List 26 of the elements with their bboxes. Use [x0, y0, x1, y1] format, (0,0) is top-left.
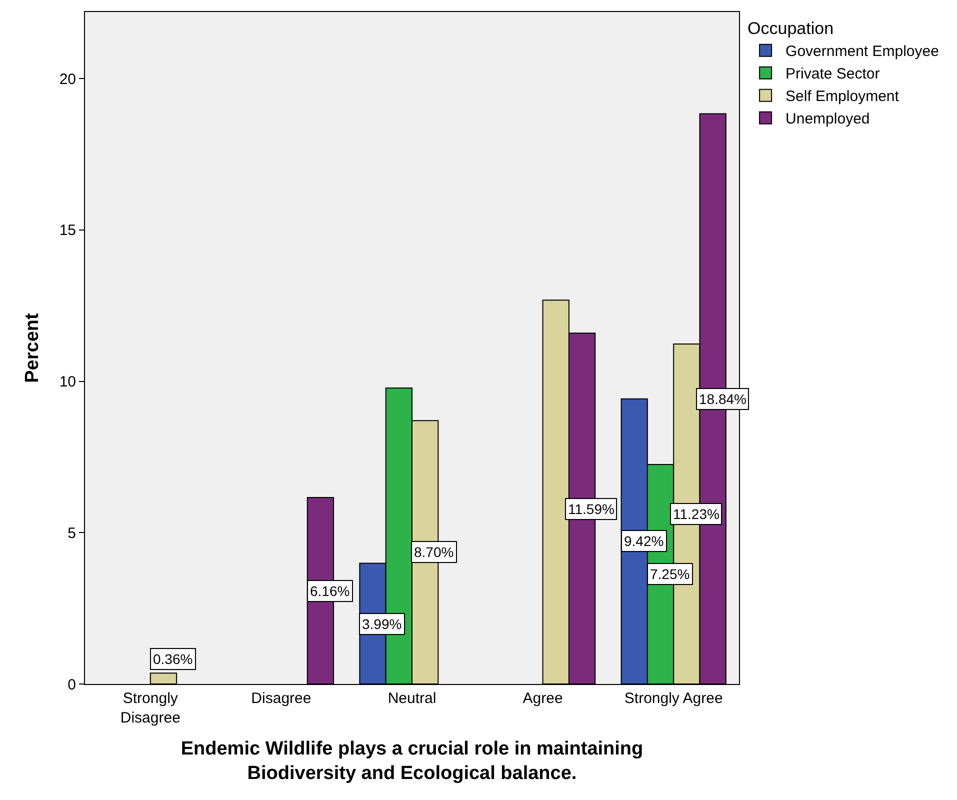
y-axis-title: Percent: [22, 312, 44, 383]
data-label: 6.16%: [310, 583, 350, 599]
data-label: 3.99%: [362, 616, 402, 632]
x-tick-label: Strongly Agree: [624, 690, 723, 707]
legend-title: Occupation: [748, 19, 834, 38]
x-tick-label: Strongly Disagree: [120, 690, 180, 726]
x-tick-label: Disagree: [251, 690, 312, 707]
x-axis-title: Endemic Wildlife plays a crucial role in maintaining Biodiversity and Ecological balance.: [180, 738, 644, 784]
data-label: 8.70%: [414, 544, 454, 560]
legend-label: Self Employment: [786, 88, 900, 106]
data-label: 7.25%: [650, 566, 690, 582]
legend-label: Private Sector: [786, 66, 880, 83]
legend-label: Government Employee: [786, 43, 939, 60]
y-tick-label: 15: [59, 222, 76, 240]
x-tick-label: Agree: [522, 690, 563, 707]
y-tick-label: 0: [68, 676, 76, 694]
data-label: 9.42%: [624, 533, 664, 549]
data-label: 11.23%: [673, 506, 720, 522]
data-label: 11.59%: [568, 501, 614, 517]
data-label: 0.36%: [153, 651, 193, 667]
y-tick-label: 5: [68, 524, 76, 542]
y-tick-label: 10: [59, 374, 76, 391]
y-tick-label: 20: [59, 70, 76, 88]
legend-label: Unemployed: [786, 110, 870, 128]
data-label: 18.84%: [699, 391, 746, 407]
x-tick-label: Neutral: [388, 690, 436, 707]
